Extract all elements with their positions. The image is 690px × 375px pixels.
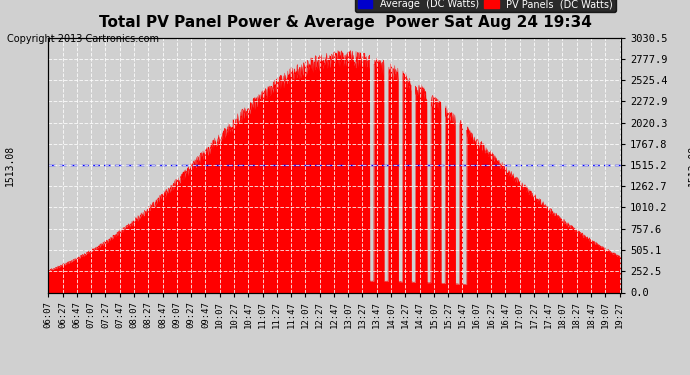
- Text: 1513.08: 1513.08: [688, 145, 690, 186]
- Legend: Average  (DC Watts), PV Panels  (DC Watts): Average (DC Watts), PV Panels (DC Watts): [355, 0, 616, 12]
- Text: 1513.08: 1513.08: [4, 145, 14, 186]
- Text: Copyright 2013 Cartronics.com: Copyright 2013 Cartronics.com: [7, 34, 159, 44]
- Text: Total PV Panel Power & Average  Power Sat Aug 24 19:34: Total PV Panel Power & Average Power Sat…: [99, 15, 591, 30]
